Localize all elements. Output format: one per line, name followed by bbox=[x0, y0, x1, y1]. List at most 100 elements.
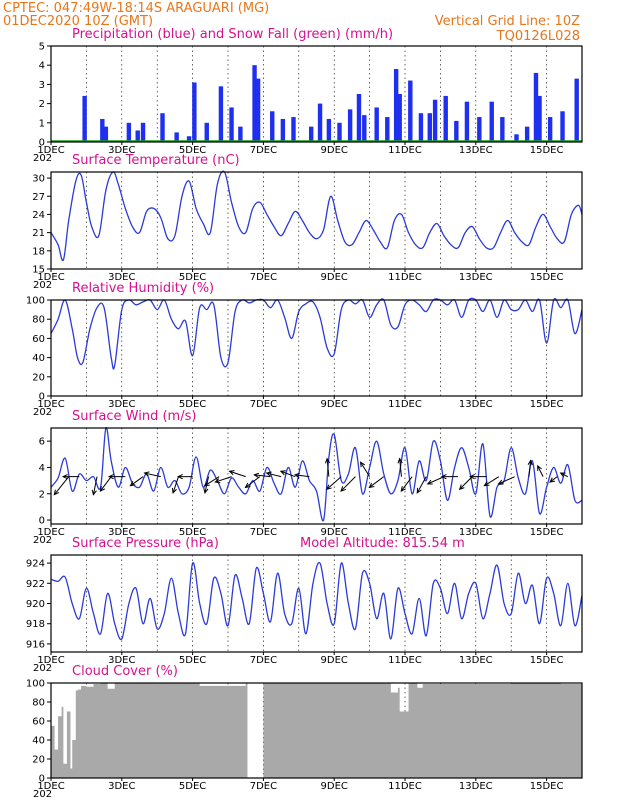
panel-precip: 0 1 2 3 4 5 1DEC 3DEC 5DEC 7DEC 9DEC 11DEC 13DEC 15DE… bbox=[33, 27, 583, 164]
x-tick-label: 7DEC bbox=[250, 399, 277, 410]
precip-bar bbox=[337, 122, 342, 142]
precip-bar bbox=[160, 113, 165, 142]
wind-arrow bbox=[229, 470, 246, 478]
x-tick-label: 7DEC bbox=[250, 145, 277, 156]
wind-arrow bbox=[528, 460, 532, 477]
wind-arrow bbox=[99, 476, 112, 492]
y-tick-label: 40 bbox=[32, 353, 45, 364]
precip-bar bbox=[356, 94, 362, 142]
x-tick-label: 15DEC bbox=[530, 399, 564, 410]
wind-arrow bbox=[484, 476, 500, 487]
precip-bar bbox=[291, 117, 296, 142]
y-tick-label: 0 bbox=[39, 138, 45, 149]
precip-bar bbox=[464, 101, 470, 142]
x-tick-label: 11DEC bbox=[388, 272, 422, 283]
y-tick-label: 18 bbox=[32, 246, 45, 257]
year-label: 202 bbox=[33, 153, 52, 164]
wind-arrow bbox=[280, 470, 296, 478]
wind-arrow bbox=[215, 476, 232, 483]
x-tick-label: 11DEC bbox=[388, 399, 422, 410]
wind-arrow bbox=[294, 474, 310, 478]
x-tick-label: 3DEC bbox=[108, 781, 135, 792]
precip-bar bbox=[537, 95, 542, 142]
year-label: 202 bbox=[33, 280, 52, 291]
precip-bar bbox=[100, 118, 105, 142]
wind-arrow-head bbox=[359, 461, 366, 468]
wind-arrow-head bbox=[177, 474, 183, 480]
x-tick-label: 1DEC bbox=[37, 399, 64, 410]
wind-arrow-head bbox=[143, 471, 150, 477]
x-tick-label: 9DEC bbox=[321, 272, 348, 283]
x-tick-label: 5DEC bbox=[179, 655, 206, 666]
panel-title: Surface Temperature (nC) bbox=[72, 153, 240, 168]
x-tick-label: 11DEC bbox=[388, 145, 422, 156]
humidity-series-line bbox=[50, 297, 583, 370]
wind-arrow bbox=[326, 458, 330, 477]
wind-arrow-head bbox=[99, 486, 106, 492]
precip-bar bbox=[408, 80, 413, 142]
x-tick-label: 15DEC bbox=[530, 527, 564, 538]
wind-arrow bbox=[369, 476, 385, 488]
wind-arrow-head bbox=[527, 459, 533, 466]
x-tick-label: 1DEC bbox=[37, 655, 64, 666]
y-tick-label: 30 bbox=[32, 174, 45, 185]
x-tick-label: 5DEC bbox=[179, 145, 206, 156]
y-tick-label: 2 bbox=[39, 489, 45, 500]
header-run-date: 01DEC2020 10Z (GMT) bbox=[3, 14, 153, 29]
y-tick-label: 20 bbox=[32, 755, 45, 766]
x-tick-label: 7DEC bbox=[250, 781, 277, 792]
wind-arrow bbox=[427, 476, 445, 485]
x-tick-label: 3DEC bbox=[108, 527, 135, 538]
wind-arrow bbox=[266, 472, 282, 478]
precip-bar bbox=[252, 65, 257, 142]
y-tick-label: 6 bbox=[39, 437, 45, 448]
precip-bar bbox=[432, 99, 438, 142]
wind-arrow-head bbox=[129, 481, 136, 487]
wind-arrow bbox=[326, 476, 342, 490]
wind-arrow bbox=[399, 458, 402, 477]
panel-title: Relative Humidity (%) bbox=[72, 281, 214, 296]
precip-bar bbox=[427, 113, 432, 142]
y-tick-label: 24 bbox=[32, 210, 45, 221]
x-tick-label: 15DEC bbox=[530, 272, 564, 283]
y-tick-label: 0 bbox=[39, 392, 45, 403]
precip-bar bbox=[317, 103, 323, 142]
y-tick-label: 0 bbox=[39, 516, 45, 527]
precip-bar bbox=[524, 126, 530, 142]
wind-arrow bbox=[130, 476, 144, 487]
y-tick-label: 15 bbox=[32, 265, 45, 276]
precip-bar bbox=[255, 78, 261, 142]
year-label: 202 bbox=[33, 407, 52, 418]
wind-arrow-head bbox=[324, 457, 331, 464]
y-tick-label: 100 bbox=[26, 679, 45, 690]
wind-arrow bbox=[549, 476, 558, 483]
x-tick-label: 9DEC bbox=[321, 781, 348, 792]
precip-bar bbox=[560, 111, 565, 142]
wind-arrow-head bbox=[559, 472, 566, 478]
x-tick-label: 1DEC bbox=[37, 272, 64, 283]
wind-arrow bbox=[560, 472, 569, 478]
wind-arrow-head bbox=[293, 472, 300, 478]
wind-arrow-head bbox=[107, 474, 114, 480]
x-tick-label: 13DEC bbox=[459, 399, 493, 410]
precip-bar bbox=[308, 126, 314, 142]
precip-bar bbox=[500, 117, 505, 142]
panel-frame bbox=[50, 299, 583, 397]
temperature-series-line bbox=[50, 170, 583, 262]
y-tick-label: 100 bbox=[26, 296, 45, 307]
wind-arrow-head bbox=[61, 474, 68, 480]
wind-arrow-head bbox=[497, 479, 504, 485]
y-tick-label: 2 bbox=[39, 99, 45, 110]
panel-frame bbox=[50, 554, 583, 653]
y-tick-label: 924 bbox=[26, 559, 45, 570]
y-tick-label: 918 bbox=[26, 619, 45, 630]
panel-temperature: 15 18 21 24 27 30 1DEC 3DEC 5DEC 7DEC 9DEC 11DEC 13D… bbox=[32, 153, 583, 291]
wind-arrow-head bbox=[416, 487, 422, 494]
year-label: 202 bbox=[33, 535, 52, 546]
year-label: 202 bbox=[33, 663, 52, 674]
precip-bar bbox=[186, 136, 192, 142]
precip-bar bbox=[174, 132, 179, 142]
wind-arrow-head bbox=[397, 457, 403, 464]
y-tick-label: 5 bbox=[39, 42, 45, 53]
